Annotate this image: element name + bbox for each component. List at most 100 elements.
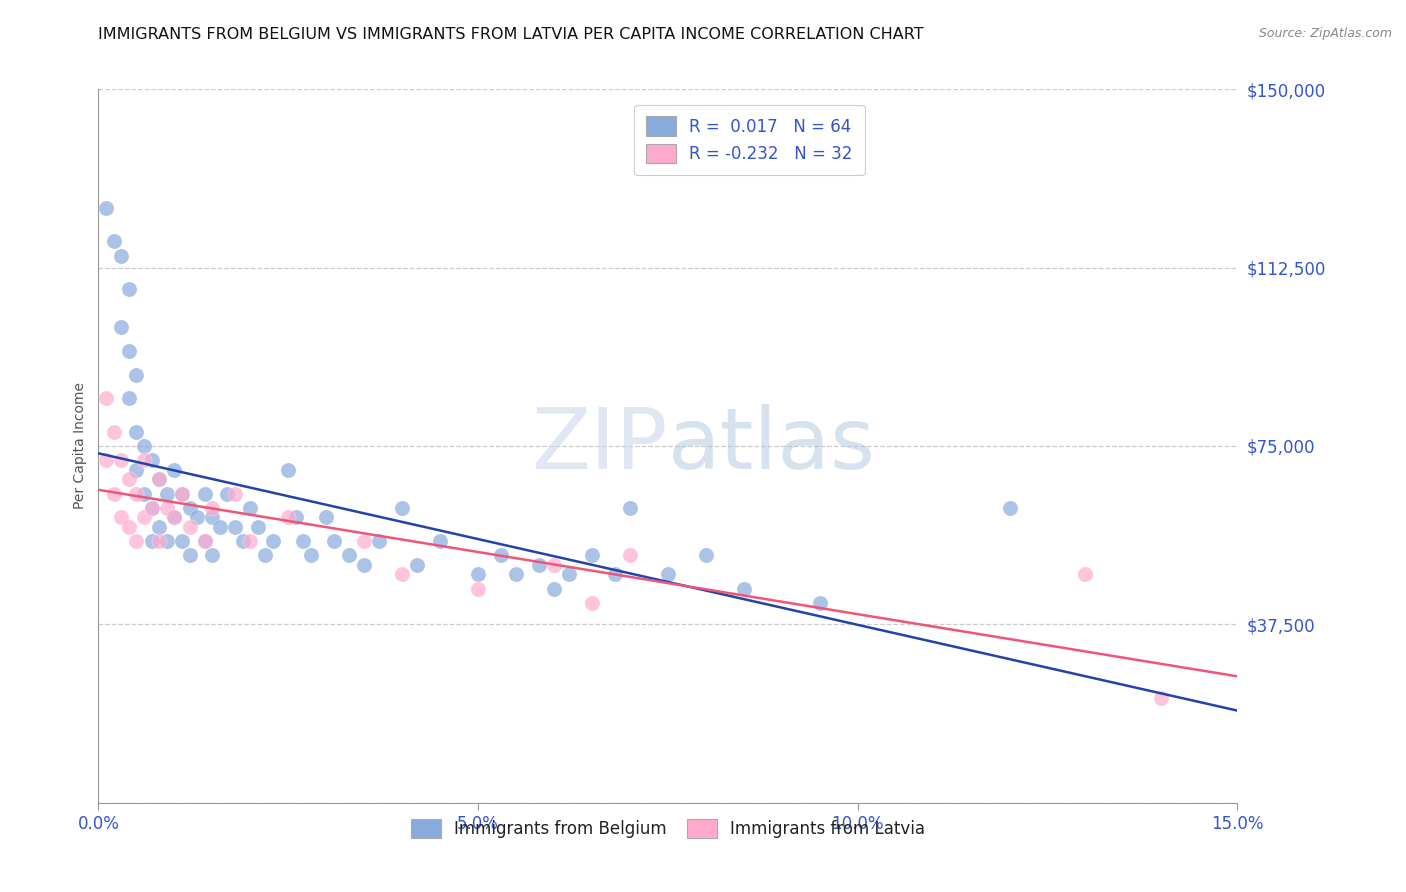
Point: [148, 534, 170, 549]
Point: [299, 549, 322, 563]
Point: [125, 425, 148, 439]
Point: [558, 567, 581, 582]
Point: [603, 567, 626, 582]
Point: [186, 510, 208, 524]
Point: [581, 549, 603, 563]
Point: [132, 439, 155, 453]
Point: [156, 500, 179, 515]
Point: [353, 558, 375, 572]
Point: [118, 343, 141, 358]
Point: [201, 500, 224, 515]
Point: [103, 425, 125, 439]
Text: Source: ZipAtlas.com: Source: ZipAtlas.com: [1258, 27, 1392, 40]
Point: [94, 201, 117, 215]
Point: [232, 534, 254, 549]
Point: [368, 534, 391, 549]
Point: [467, 582, 489, 596]
Point: [239, 500, 262, 515]
Point: [110, 453, 132, 467]
Point: [103, 486, 125, 500]
Point: [132, 453, 155, 467]
Point: [110, 320, 132, 334]
Point: [201, 549, 224, 563]
Point: [148, 472, 170, 486]
Point: [132, 486, 155, 500]
Point: [201, 510, 224, 524]
Point: [125, 463, 148, 477]
Point: [619, 549, 641, 563]
Point: [148, 520, 170, 534]
Point: [581, 596, 603, 610]
Point: [156, 534, 179, 549]
Text: atlas: atlas: [668, 404, 876, 488]
Y-axis label: Per Capita Income: Per Capita Income: [73, 383, 87, 509]
Point: [808, 596, 831, 610]
Point: [391, 500, 413, 515]
Point: [391, 567, 413, 582]
Point: [148, 472, 170, 486]
Point: [170, 486, 193, 500]
Point: [239, 534, 262, 549]
Point: [353, 534, 375, 549]
Point: [118, 392, 141, 406]
Point: [543, 582, 565, 596]
Point: [315, 510, 337, 524]
Point: [505, 567, 527, 582]
Point: [170, 486, 193, 500]
Point: [179, 520, 201, 534]
Point: [337, 549, 360, 563]
Point: [163, 463, 186, 477]
Point: [1150, 691, 1173, 706]
Point: [543, 558, 565, 572]
Point: [194, 486, 217, 500]
Legend: Immigrants from Belgium, Immigrants from Latvia: Immigrants from Belgium, Immigrants from…: [404, 812, 932, 845]
Point: [132, 510, 155, 524]
Point: [170, 534, 193, 549]
Point: [217, 486, 239, 500]
Point: [110, 249, 132, 263]
Point: [406, 558, 429, 572]
Point: [163, 510, 186, 524]
Point: [125, 534, 148, 549]
Point: [179, 549, 201, 563]
Point: [527, 558, 550, 572]
Point: [141, 534, 163, 549]
Point: [246, 520, 269, 534]
Point: [118, 520, 141, 534]
Point: [292, 534, 315, 549]
Point: [125, 486, 148, 500]
Point: [657, 567, 679, 582]
Point: [179, 500, 201, 515]
Point: [1074, 567, 1097, 582]
Point: [224, 486, 246, 500]
Point: [733, 582, 755, 596]
Point: [103, 235, 125, 249]
Point: [998, 500, 1021, 515]
Point: [118, 472, 141, 486]
Point: [110, 510, 132, 524]
Point: [208, 520, 231, 534]
Point: [94, 453, 117, 467]
Point: [125, 368, 148, 382]
Point: [141, 500, 163, 515]
Point: [254, 549, 277, 563]
Point: [322, 534, 344, 549]
Point: [277, 463, 299, 477]
Point: [163, 510, 186, 524]
Text: ZIP: ZIP: [531, 404, 668, 488]
Point: [277, 510, 299, 524]
Point: [194, 534, 217, 549]
Point: [429, 534, 451, 549]
Text: IMMIGRANTS FROM BELGIUM VS IMMIGRANTS FROM LATVIA PER CAPITA INCOME CORRELATION : IMMIGRANTS FROM BELGIUM VS IMMIGRANTS FR…: [98, 27, 924, 42]
Point: [695, 549, 717, 563]
Point: [224, 520, 246, 534]
Point: [141, 453, 163, 467]
Point: [489, 549, 512, 563]
Point: [194, 534, 217, 549]
Point: [141, 500, 163, 515]
Point: [284, 510, 307, 524]
Point: [94, 392, 117, 406]
Point: [262, 534, 284, 549]
Point: [619, 500, 641, 515]
Point: [156, 486, 179, 500]
